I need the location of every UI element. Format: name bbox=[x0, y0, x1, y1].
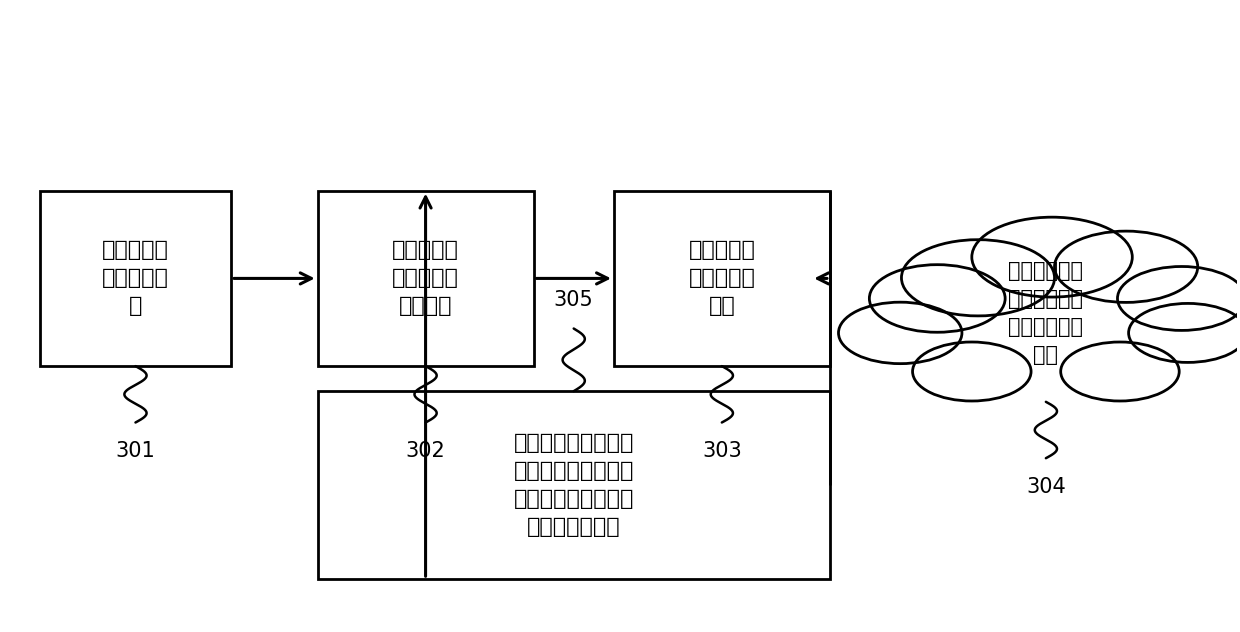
Ellipse shape bbox=[901, 240, 1054, 316]
Ellipse shape bbox=[869, 265, 1006, 332]
Text: 305: 305 bbox=[554, 289, 594, 310]
Text: 302: 302 bbox=[405, 441, 445, 461]
Ellipse shape bbox=[892, 243, 1200, 395]
Text: 将获取的直
播视频数据
进行编码: 将获取的直 播视频数据 进行编码 bbox=[392, 240, 459, 317]
Text: 获得编码后
的直播视频
数据: 获得编码后 的直播视频 数据 bbox=[688, 240, 755, 317]
Ellipse shape bbox=[1128, 303, 1240, 362]
Text: 摄像头采集
直播视频数
据: 摄像头采集 直播视频数 据 bbox=[102, 240, 169, 317]
Ellipse shape bbox=[1054, 231, 1198, 302]
Text: 根据编码平均比特率
和发送平均比特率，
实时调整直播视频数
据的编码比特率: 根据编码平均比特率 和发送平均比特率， 实时调整直播视频数 据的编码比特率 bbox=[513, 433, 634, 537]
Text: 将编码后的直
播视频数据发
送至流媒体服
务器: 将编码后的直 播视频数据发 送至流媒体服 务器 bbox=[1008, 261, 1084, 365]
Ellipse shape bbox=[1060, 342, 1179, 401]
FancyBboxPatch shape bbox=[40, 191, 231, 366]
Text: 301: 301 bbox=[115, 441, 155, 461]
FancyBboxPatch shape bbox=[317, 191, 533, 366]
Ellipse shape bbox=[972, 217, 1132, 297]
Text: 304: 304 bbox=[1025, 477, 1065, 497]
FancyBboxPatch shape bbox=[317, 391, 830, 579]
FancyBboxPatch shape bbox=[614, 191, 830, 366]
Text: 303: 303 bbox=[702, 441, 742, 461]
Ellipse shape bbox=[1117, 267, 1240, 331]
Ellipse shape bbox=[838, 302, 962, 363]
Ellipse shape bbox=[913, 342, 1032, 401]
